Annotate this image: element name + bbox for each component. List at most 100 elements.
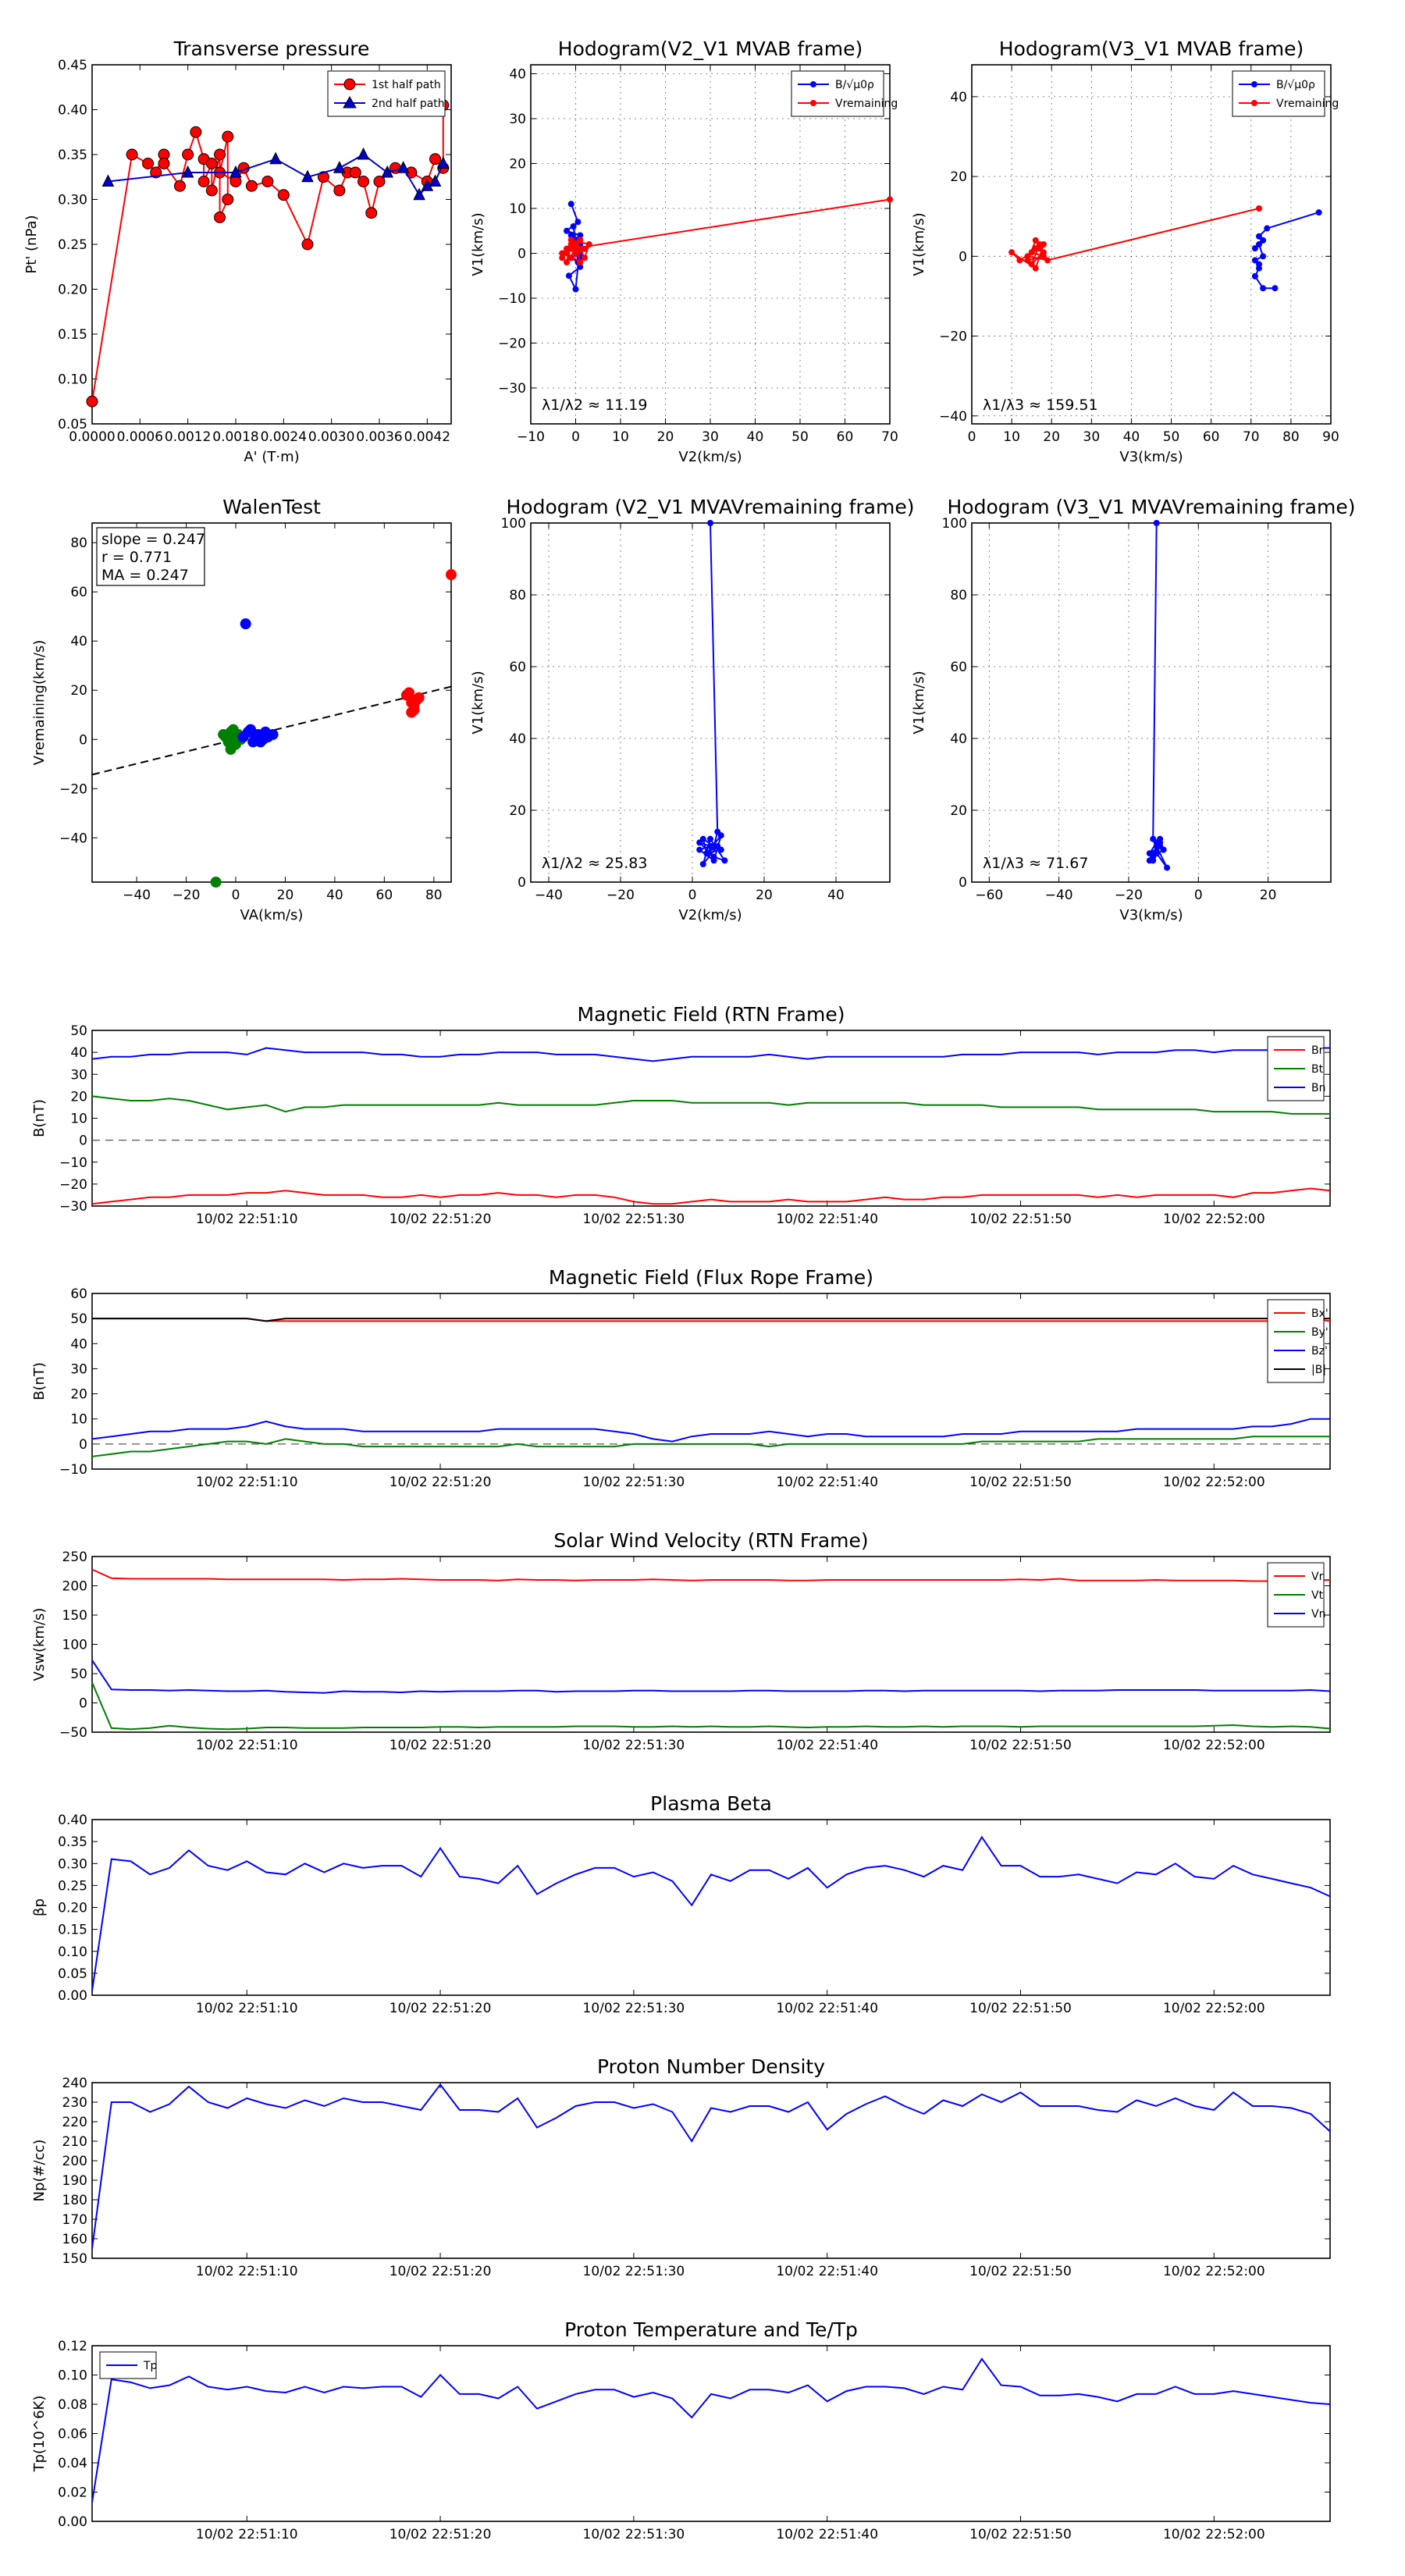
chart-title: WalenTest — [222, 496, 321, 518]
hodogram-point — [572, 245, 579, 252]
series-np-line — [91, 2083, 1331, 2249]
x-tick-label: 0.0030 — [308, 429, 354, 445]
x-tick-label: 20 — [277, 888, 294, 903]
x-tick-label: 10/02 22:51:10 — [196, 2001, 298, 2016]
series-beta-line — [91, 1835, 1331, 1991]
y-tick-label: −20 — [939, 329, 967, 345]
pressure-point — [229, 165, 242, 178]
x-tick-label: 10/02 22:52:00 — [1163, 2527, 1265, 2542]
x-tick-label: 10/02 22:51:20 — [389, 2264, 492, 2279]
legend-label: Bz' — [1311, 1345, 1328, 1357]
y-tick-label: 0.02 — [58, 2485, 87, 2501]
pressure-point — [333, 161, 346, 173]
legend-marker — [1251, 81, 1257, 87]
y-axis-label: Np(#/cc) — [31, 2140, 48, 2202]
x-axis-label: A' (T·m) — [244, 449, 299, 465]
pressure-point — [205, 184, 218, 197]
series-bn-line — [91, 1047, 1330, 1062]
series-vr-line — [91, 1568, 1331, 1582]
pressure-point — [205, 158, 218, 169]
series-bz-line — [91, 1418, 1330, 1443]
y-tick-label: 0.00 — [58, 2514, 87, 2530]
legend-label: By' — [1311, 1326, 1329, 1339]
legend-marker — [1251, 100, 1257, 106]
hodogram-point — [1028, 261, 1035, 268]
plot-frame — [91, 522, 452, 883]
magnetic-field-rtn-panel: −30 −20 −10 0 10 20 30 40 50 10/02 22:51:10 10/02 … — [31, 1003, 1331, 1227]
legend: B/√μ0ρ Vremaining — [791, 70, 898, 117]
y-tick-label: 180 — [62, 2193, 87, 2208]
x-tick-label: 40 — [827, 888, 845, 903]
hodogram-point — [714, 843, 721, 849]
y-tick-label: 40 — [509, 731, 526, 747]
x-tick-label: 10/02 22:51:30 — [583, 1738, 685, 1753]
walen-point — [254, 736, 266, 748]
x-tick-label: 10/02 22:51:50 — [969, 2527, 1072, 2542]
hodogram-point — [1256, 241, 1262, 247]
hodogram-point — [1260, 253, 1267, 260]
chart-title: Proton Temperature and Te/Tp — [564, 2318, 858, 2341]
hodogram-point — [707, 835, 713, 842]
y-tick-label: 0 — [518, 247, 526, 262]
pressure-point — [373, 176, 386, 187]
legend-marker — [343, 78, 356, 91]
y-tick-label: 0 — [79, 1133, 87, 1149]
x-tick-label: 0 — [688, 888, 697, 903]
y-tick-label: 0.25 — [58, 237, 87, 253]
x-tick-label: 30 — [702, 429, 719, 445]
pressure-point — [86, 395, 98, 407]
y-tick-label: 0.35 — [58, 1834, 87, 1850]
plot-frame — [91, 1556, 1331, 1733]
x-tick-label: 20 — [1043, 429, 1060, 445]
y-tick-label: 230 — [62, 2095, 87, 2111]
pressure-point — [333, 184, 346, 197]
pressure-point — [381, 165, 394, 178]
y-tick-label: 0.10 — [58, 2368, 87, 2384]
chart-title: Solar Wind Velocity (RTN Frame) — [553, 1529, 868, 1552]
hodogram-point — [577, 237, 584, 244]
hodogram-point — [559, 254, 566, 262]
x-tick-label: 10/02 22:51:20 — [389, 2527, 492, 2542]
x-tick-label: 10/02 22:51:50 — [969, 2001, 1072, 2016]
legend-label: Vn — [1311, 1608, 1325, 1621]
x-tick-label: 20 — [657, 429, 674, 445]
x-tick-label: 20 — [756, 888, 773, 903]
x-tick-label: −20 — [1115, 888, 1143, 903]
chart-title: Magnetic Field (Flux Rope Frame) — [549, 1266, 873, 1289]
hodogram-path-line — [1148, 522, 1168, 869]
walen-point — [446, 569, 457, 581]
hodogram-point — [577, 245, 584, 252]
pressure-point — [126, 148, 138, 161]
pressure-point — [261, 176, 274, 187]
x-tick-label: 10/02 22:51:20 — [389, 1738, 492, 1753]
eigen-ratio-annotation: λ1/λ2 ≈ 25.83 — [542, 855, 647, 872]
pressure-point — [222, 130, 234, 143]
y-tick-label: 150 — [62, 2251, 87, 2267]
x-axis-label: V3(km/s) — [1119, 449, 1183, 465]
x-tick-label: 10/02 22:51:10 — [196, 1475, 298, 1490]
hodogram-point — [1032, 265, 1039, 272]
pressure-point — [357, 147, 370, 160]
x-tick-label: 10/02 22:52:00 — [1163, 1738, 1265, 1753]
hodogram-v3-v1-mvab-panel: −40 −20 0 20 40 0 10 20 30 40 50 60 70 80 90 Hodogram(V… — [911, 37, 1339, 465]
legend-marker — [343, 95, 357, 109]
y-tick-label: 0.30 — [58, 193, 87, 208]
series-b-line — [92, 1318, 1330, 1322]
series-tp-line — [91, 2357, 1331, 2503]
hodogram-path-line — [698, 522, 727, 865]
legend-label: |B| — [1311, 1364, 1326, 1376]
hodogram-point — [1256, 205, 1262, 212]
y-tick-label: 0.10 — [58, 1944, 87, 1960]
y-axis-label: Pt' (nPa) — [23, 215, 40, 273]
hodogram-point — [564, 250, 570, 257]
hodogram-point — [703, 850, 710, 857]
x-tick-label: 10/02 22:52:00 — [1163, 1212, 1265, 1227]
series-br-line — [91, 1187, 1331, 1205]
hodogram-point — [699, 861, 706, 867]
legend-label: Vt — [1311, 1589, 1324, 1602]
stats-line: r = 0.771 — [101, 549, 172, 566]
y-tick-label: 0.05 — [58, 417, 87, 432]
x-tick-label: 10/02 22:51:40 — [776, 2264, 878, 2279]
x-tick-label: 10/02 22:51:20 — [389, 1212, 492, 1227]
